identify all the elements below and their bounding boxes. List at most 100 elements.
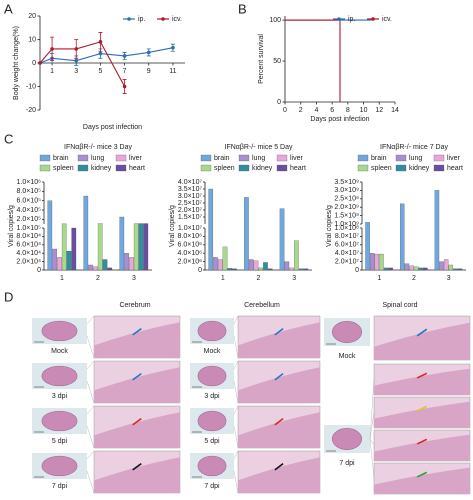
bar — [129, 257, 134, 271]
arrow — [274, 462, 284, 471]
legend-swatch — [77, 164, 89, 172]
arrow — [132, 327, 142, 336]
point — [122, 84, 127, 89]
y-tick-label: 2.0×10⁴ — [16, 258, 41, 265]
bar — [383, 267, 389, 271]
x-tick-label: 3 — [447, 275, 451, 282]
bar — [133, 223, 139, 271]
y-tick-label: 2.5×10⁹ — [334, 196, 359, 203]
legend-label: lung — [252, 155, 265, 162]
y-tick-label: 3.0×10⁷ — [178, 193, 203, 200]
bar — [404, 263, 410, 271]
y-tick-label: -10 — [26, 83, 36, 90]
tissue-band — [238, 457, 320, 493]
bar — [453, 268, 458, 271]
zoom-guide — [233, 405, 239, 415]
y-tick-label: 2.0×10⁹ — [334, 204, 359, 211]
survival-line — [285, 19, 341, 102]
y-tick-label: -20 — [26, 107, 36, 114]
x-tick-label: 14 — [391, 107, 399, 114]
x-tick-label: 2 — [299, 107, 303, 114]
bar — [289, 267, 294, 271]
legend-label: spleen — [214, 165, 235, 172]
bar — [379, 253, 384, 271]
x-tick-label: 2 — [257, 275, 261, 282]
bar — [267, 268, 273, 271]
tissue-band — [94, 322, 180, 358]
tissue-band — [94, 367, 180, 403]
row-label: 5 dpi — [52, 438, 68, 445]
bar — [303, 268, 309, 271]
x-tick-label: 6 — [330, 107, 334, 114]
column-title: Spinal cord — [382, 302, 417, 309]
bar — [217, 259, 223, 271]
x-tick-label: 2 — [96, 275, 100, 282]
legend-swatch — [115, 154, 127, 162]
legend-label: heart — [290, 165, 306, 172]
y-tick-label: 2.0×10⁷ — [178, 207, 203, 214]
zoom-guide — [86, 360, 95, 370]
legend-swatch — [77, 154, 89, 162]
arrow — [416, 372, 428, 379]
tissue-band — [238, 412, 320, 448]
y-axis-label: Viral copies/g — [169, 205, 176, 247]
bar — [423, 267, 428, 271]
point — [50, 47, 54, 51]
zoom-guide — [369, 438, 375, 446]
legend-swatch — [395, 164, 407, 172]
y-axis-label: Viral copies/g — [326, 205, 333, 247]
bar — [66, 250, 72, 271]
legend-swatch — [276, 154, 288, 162]
y-tick-label: 8.0×10⁵ — [16, 188, 41, 195]
y-tick-label: 0 — [355, 267, 359, 274]
bar — [457, 268, 463, 271]
point — [122, 54, 127, 58]
legend-marker — [127, 17, 131, 21]
row-label: 7 dpi — [204, 483, 220, 490]
line — [39, 47, 174, 64]
zoom-guide — [86, 315, 95, 325]
y-tick-label: 1.5×10⁹ — [334, 212, 359, 219]
x-tick-label: 2 — [412, 275, 416, 282]
bar — [213, 257, 218, 271]
legend-swatch — [395, 154, 407, 162]
legend-swatch — [357, 154, 369, 162]
legend-swatch — [39, 154, 51, 162]
legend-marker — [337, 17, 341, 21]
x-tick-label: 1 — [221, 275, 225, 282]
tissue — [197, 365, 227, 387]
bar — [434, 190, 440, 271]
x-tick-label: 8 — [346, 107, 350, 114]
row-label: 7 dpi — [52, 483, 68, 490]
bar — [61, 223, 67, 271]
zoom-guide — [233, 470, 239, 494]
zoom-guide — [369, 411, 375, 440]
arrow — [132, 462, 142, 471]
legend-swatch — [357, 164, 369, 172]
panel-label: A — [4, 1, 13, 16]
bar — [418, 267, 423, 271]
y-axis-label: Body weight change(%) — [13, 26, 20, 100]
row-label: Mock — [51, 348, 68, 355]
y-tick-label: 3.5×10⁹ — [334, 179, 359, 186]
y-tick-label: 0 — [37, 267, 41, 274]
point — [98, 51, 103, 56]
tissue-band — [94, 412, 180, 448]
arrow — [132, 372, 142, 381]
bar — [284, 261, 290, 271]
legend-label: brain — [53, 155, 69, 162]
row-label: Mock — [339, 353, 356, 360]
x-tick-label: 9 — [147, 68, 151, 75]
zoom-guide — [86, 470, 95, 494]
zoom-guide — [369, 438, 375, 479]
bar — [258, 267, 263, 271]
zoom-guide — [233, 425, 239, 449]
y-tick-label: 2.5×10⁷ — [178, 200, 203, 207]
tissue — [41, 455, 78, 477]
x-tick-label: 4 — [314, 107, 318, 114]
x-axis-label: Days post infection — [310, 116, 369, 123]
arrow — [416, 405, 428, 412]
zoom-guide — [369, 378, 375, 440]
tissue-band — [374, 401, 470, 428]
bar — [57, 257, 62, 271]
